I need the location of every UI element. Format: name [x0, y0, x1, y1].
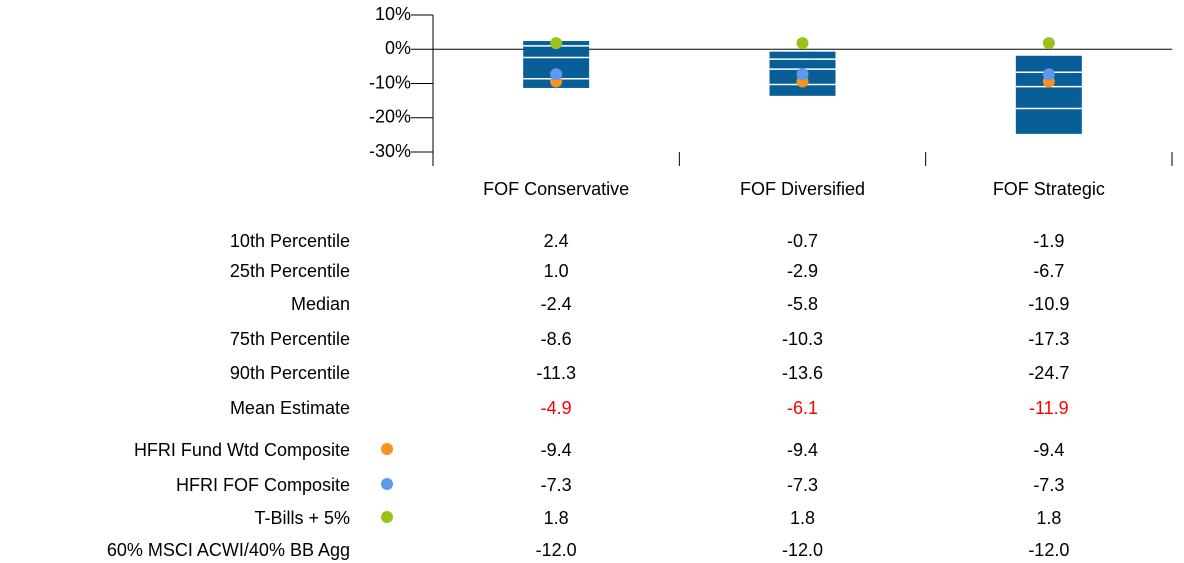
row-label: T-Bills + 5% — [254, 508, 350, 528]
y-tick-label: 10% — [375, 4, 411, 24]
table-value: -6.1 — [787, 398, 818, 418]
table-value: -24.7 — [1028, 363, 1069, 383]
row-label: 10th Percentile — [230, 231, 350, 251]
table-value: 1.0 — [544, 261, 569, 281]
benchmark-dot — [550, 37, 563, 50]
table-value: -13.6 — [782, 363, 823, 383]
table-value: -7.3 — [541, 475, 572, 495]
legend-dot — [381, 478, 393, 490]
table-value: 2.4 — [544, 231, 569, 251]
table-value: -6.7 — [1033, 261, 1064, 281]
x-tick-label: FOF Conservative — [483, 179, 629, 199]
table-value: -12.0 — [1028, 540, 1069, 560]
table-value: -10.9 — [1028, 294, 1069, 314]
row-label: HFRI Fund Wtd Composite — [134, 440, 350, 460]
y-tick-label: 0% — [385, 38, 411, 58]
table-value: -12.0 — [782, 540, 823, 560]
benchmark-dot — [796, 68, 809, 81]
row-label: 25th Percentile — [230, 261, 350, 281]
row-label: Median — [291, 294, 350, 314]
row-label: 60% MSCI ACWI/40% BB Agg — [107, 540, 350, 560]
table-value: -17.3 — [1028, 329, 1069, 349]
table-value: -7.3 — [787, 475, 818, 495]
benchmark-dot — [1042, 68, 1055, 81]
table-value: -9.4 — [787, 440, 818, 460]
legend-dot — [381, 443, 393, 455]
y-tick-label: -20% — [369, 107, 411, 127]
table-value: -5.8 — [787, 294, 818, 314]
benchmark-dot — [1042, 37, 1055, 50]
row-label: 90th Percentile — [230, 363, 350, 383]
table-value: -2.9 — [787, 261, 818, 281]
table-value: 1.8 — [1036, 508, 1061, 528]
legend-dot — [381, 511, 393, 523]
table-value: 1.8 — [544, 508, 569, 528]
table-value: -12.0 — [536, 540, 577, 560]
table-value: -8.6 — [541, 329, 572, 349]
row-label: Mean Estimate — [230, 398, 350, 418]
row-label: HFRI FOF Composite — [176, 475, 350, 495]
table-value: 1.8 — [790, 508, 815, 528]
x-tick-label: FOF Strategic — [993, 179, 1105, 199]
table-value: -9.4 — [541, 440, 572, 460]
table-value: -7.3 — [1033, 475, 1064, 495]
table-value: -1.9 — [1033, 231, 1064, 251]
table-value: -10.3 — [782, 329, 823, 349]
box — [1015, 55, 1082, 134]
benchmark-dot — [796, 37, 809, 50]
y-tick-label: -30% — [369, 141, 411, 161]
y-tick-label: -10% — [369, 72, 411, 92]
table-value: -4.9 — [541, 398, 572, 418]
table-value: -0.7 — [787, 231, 818, 251]
table-value: -11.3 — [536, 363, 576, 383]
x-tick-label: FOF Diversified — [740, 179, 865, 199]
table-value: -2.4 — [541, 294, 572, 314]
benchmark-dot — [550, 68, 563, 81]
table-value: -11.9 — [1029, 398, 1069, 418]
row-label: 75th Percentile — [230, 329, 350, 349]
table-value: -9.4 — [1033, 440, 1064, 460]
